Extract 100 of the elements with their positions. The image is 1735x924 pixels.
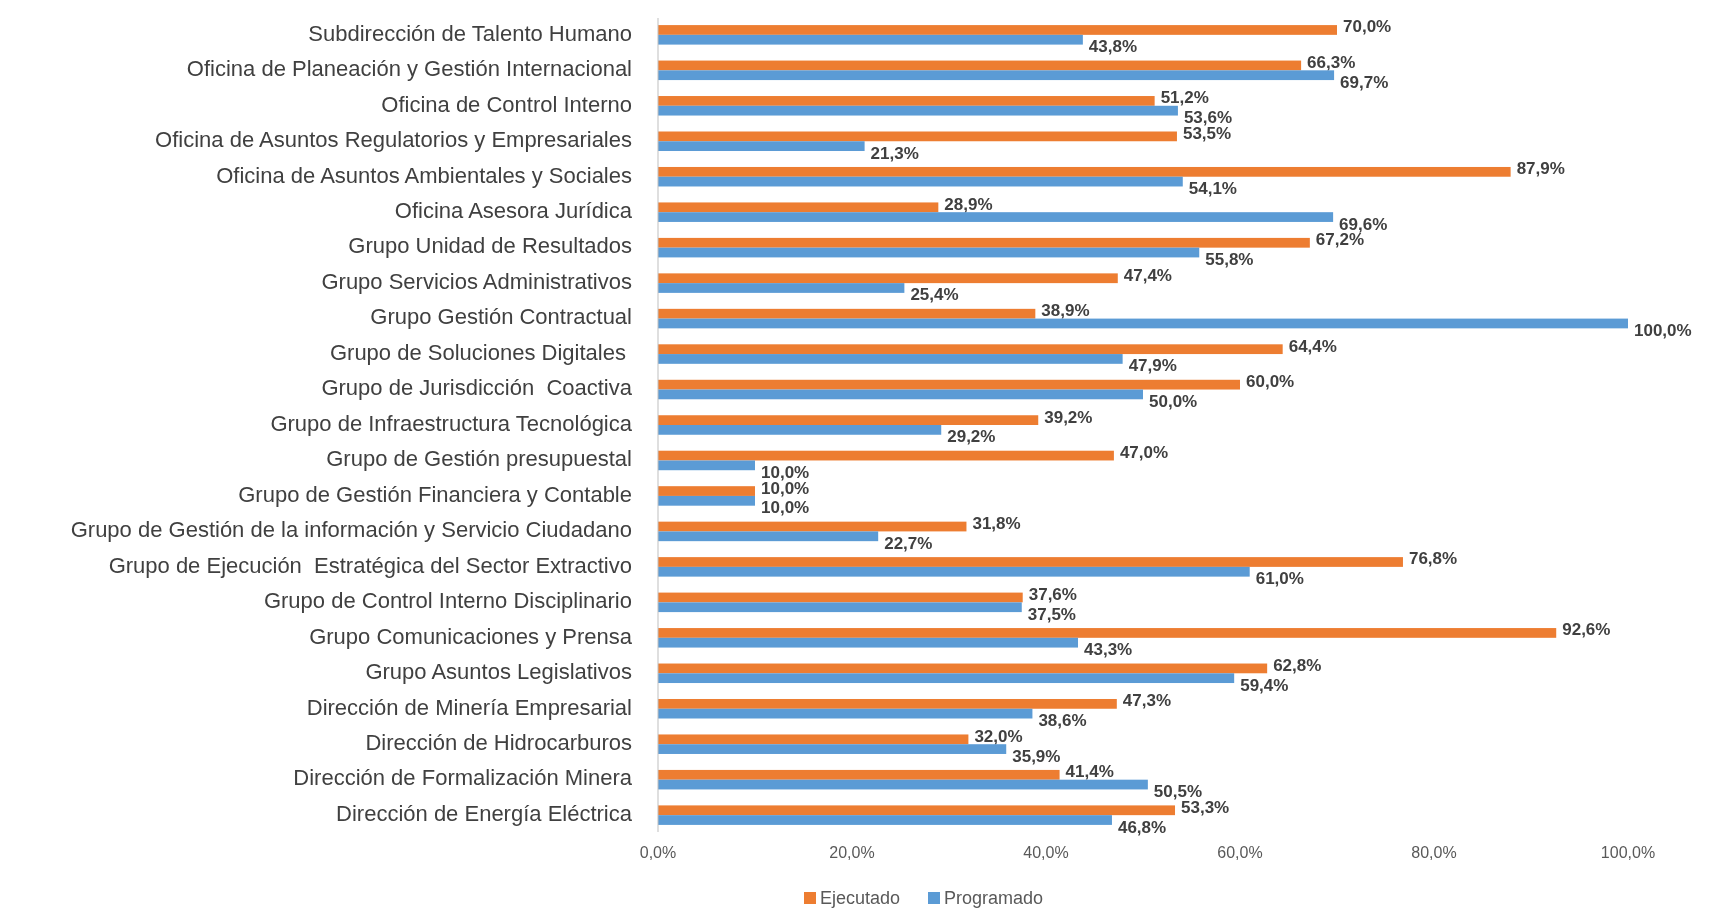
data-label: 47,4% [1123,265,1172,285]
bar [658,273,1118,284]
bar [658,283,905,293]
data-label: 10,0% [761,498,810,518]
y-tick-label: Grupo Unidad de Resultados [348,233,632,259]
y-tick-label: Grupo Servicios Administrativos [321,268,632,294]
bar [658,495,755,506]
bar [658,34,1083,45]
data-label: 54,1% [1188,179,1237,199]
y-tick-label: Grupo de Gestión Financiera y Contable [238,481,632,507]
bar [658,521,967,532]
bar [658,318,1628,329]
data-label: 39,2% [1044,407,1093,427]
legend-label: Programado [944,887,1044,908]
data-label: 37,5% [1027,604,1076,624]
data-label: 69,6% [1339,214,1388,234]
x-tick-label: 20,0% [829,844,875,862]
y-tick-label: Dirección de Hidrocarburos [365,730,632,756]
data-label: 87,9% [1516,159,1565,179]
y-tick-label: Oficina de Asuntos Ambientales y Sociales [216,162,632,188]
bar [658,389,1143,400]
data-label: 28,9% [944,194,993,214]
data-label: 60,0% [1246,372,1295,392]
bar [658,70,1335,81]
bar [658,415,1039,425]
bar [658,460,755,471]
bar [658,105,1178,116]
legend-label: Ejecutado [820,887,901,908]
bar [658,25,1337,35]
data-label: 10,0% [761,462,810,482]
bar [658,628,1557,638]
bar [658,769,1060,780]
y-tick-label: Dirección de Energía Eléctrica [336,800,633,826]
data-label: 55,8% [1205,250,1254,270]
y-tick-label: Oficina de Asuntos Regulatorios y Empresariales [155,127,632,153]
y-tick-label: Grupo de Soluciones Digitales [329,339,632,365]
data-label: 92,6% [1562,620,1611,640]
bar [658,708,1033,719]
data-label: 35,9% [1012,746,1061,766]
data-label: 70,0% [1343,17,1392,37]
y-tick-label: Grupo de Infraestructura Tecnológica [270,410,633,436]
bar [658,96,1155,106]
bar [658,673,1235,684]
x-tick-label: 80,0% [1411,844,1457,862]
data-label: 51,2% [1160,88,1209,108]
y-tick-label: Grupo de Gestión presupuestal [326,446,632,472]
data-label: 62,8% [1273,655,1322,675]
data-label: 47,3% [1122,691,1172,711]
data-label: 38,9% [1041,301,1090,321]
data-label: 46,8% [1117,817,1167,837]
y-tick-label: Oficina de Planeación y Gestión Internacional [186,56,632,82]
bar [658,531,879,542]
bar [658,247,1200,258]
x-tick-label: 0,0% [639,844,677,862]
bar [658,744,1007,754]
bar [658,379,1240,390]
y-tick-label: Grupo de Control Interno Disciplinario [263,588,632,614]
bar [658,450,1114,461]
y-tick-label: Grupo de Jurisdicción Coactiva [321,375,633,401]
bar [658,637,1079,648]
bar [658,202,939,213]
y-tick-label: Oficina de Control Interno [381,91,632,117]
y-tick-label: Subdirección de Talento Humano [308,20,632,46]
x-tick-label: 40,0% [1023,844,1069,862]
bar [658,663,1268,674]
data-label: 41,4% [1065,762,1114,782]
data-label: 47,9% [1128,356,1177,376]
data-label: 76,8% [1408,549,1458,569]
y-tick-label: Dirección de Formalización Minera [293,765,633,791]
bar [658,602,1022,613]
data-label: 66,3% [1307,52,1356,72]
bar [658,354,1123,364]
data-label: 22,7% [884,533,933,553]
y-tick-label: Oficina Asesora Jurídica [394,198,633,223]
data-label: 69,7% [1340,72,1389,92]
y-tick-label: Grupo de Ejecución Estratégica del Sector Extractivo [108,552,632,578]
y-tick-label: Grupo de Gestión de la información y Servicio Ciudadano [70,517,632,543]
bar [658,815,1112,825]
y-tick-label: Grupo Comunicaciones y Prensa [309,623,633,649]
data-label: 59,4% [1240,675,1289,695]
bar [658,141,865,152]
bar [658,805,1176,816]
bar [658,425,942,435]
x-tick-label: 60,0% [1217,844,1263,862]
bar [658,131,1177,142]
bar [658,698,1117,709]
data-label: 61,0% [1255,569,1304,589]
y-tick-label: Grupo Gestión Contractual [370,304,632,330]
bar [658,592,1023,603]
bar [658,237,1310,248]
data-label: 53,6% [1183,108,1233,128]
data-label: 100,0% [1634,320,1692,340]
bar [658,486,755,496]
data-label: 21,3% [870,143,919,163]
bar [658,212,1334,222]
bar [658,734,969,745]
data-label: 50,0% [1149,391,1198,411]
x-tick-label: 100,0% [1600,844,1656,862]
data-label: 32,0% [974,726,1023,746]
data-label: 43,3% [1084,640,1133,660]
